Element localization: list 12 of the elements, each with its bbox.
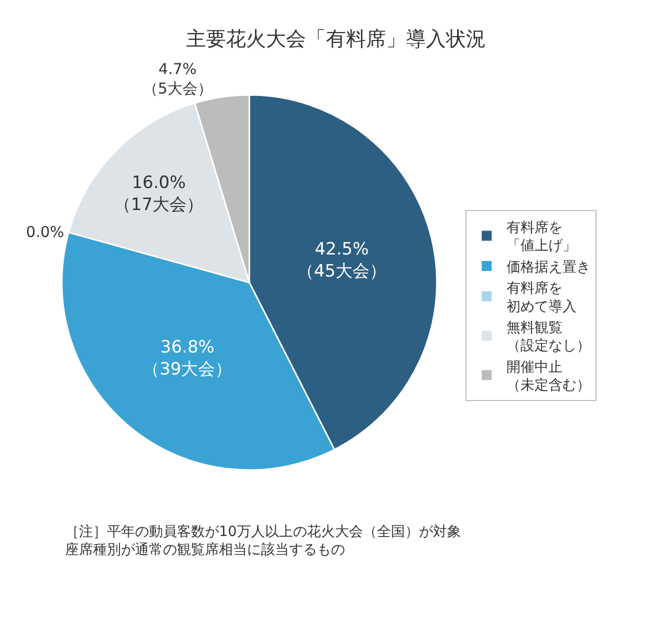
data-label: 4.7% （5大会） (142, 60, 212, 98)
data-label: 36.8% （39大会） (142, 337, 232, 380)
text: ［注］平年の動員客数が10万人以上の花火大会（全国）が対象座席種別が通常の観覧席相当に該当するもの (65, 524, 461, 558)
data-label: 16.0% （17大会） (114, 173, 204, 216)
data-label: 42.5% （45大会） (296, 239, 387, 282)
legend-label: 有料席を初めて導入 (506, 280, 577, 315)
legend-label: 開催中止（未定含む） (506, 359, 591, 394)
legend-label: 価格据え置き (506, 259, 591, 276)
text: 0.0% (26, 222, 64, 241)
legend-label: 有料席を「値上げ」 (506, 220, 577, 254)
chart-title: 主要花火大会「有料席」導入状況 (186, 26, 486, 50)
legend-label: 無料観覧（設定なし） (506, 320, 591, 354)
